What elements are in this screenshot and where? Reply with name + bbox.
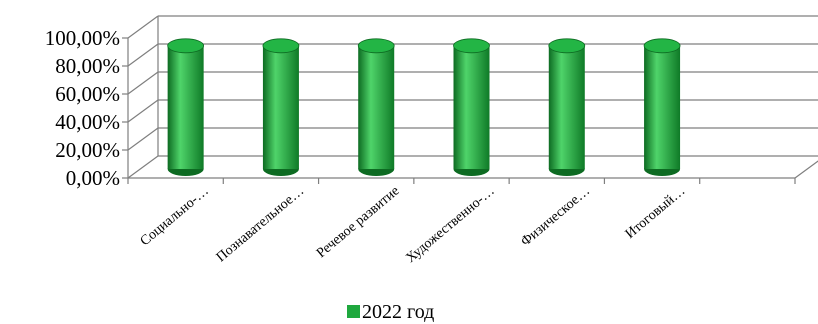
legend-label: 2022 год — [362, 301, 434, 323]
category-label: Художественно-… — [403, 184, 497, 267]
bar — [643, 38, 681, 176]
legend-swatch — [347, 305, 360, 318]
bar-body — [167, 45, 204, 169]
gridline-side-3 — [127, 71, 159, 95]
y-tick-label: 80,00% — [55, 54, 120, 78]
bars — [167, 38, 681, 176]
bar-body — [644, 45, 681, 169]
bar-top — [548, 38, 586, 54]
axes — [127, 38, 818, 184]
category-label: Познавательное… — [214, 184, 307, 266]
bar-top — [643, 38, 681, 54]
y-tick-label: 20,00% — [55, 138, 120, 162]
category-label: Социально-… — [138, 184, 212, 250]
gridline-side-1 — [127, 127, 159, 151]
bar-top — [357, 38, 395, 54]
category-label: Физическое… — [518, 184, 593, 250]
bar — [167, 38, 205, 176]
gridline-side-2 — [127, 99, 159, 123]
y-tick-label: 100,00% — [45, 26, 120, 50]
category-label: Речевое развитие — [314, 184, 402, 262]
bar-body — [262, 45, 299, 169]
bar-body — [358, 45, 395, 169]
bar-body — [453, 45, 490, 169]
y-tick-label: 40,00% — [55, 110, 120, 134]
bar-body — [548, 45, 585, 169]
y-axis-ticks: 0,00% 20,00% 40,00% 60,00% 80,00% 100,00% — [45, 26, 128, 190]
bar-top — [167, 38, 205, 54]
gridline-side-5 — [127, 15, 159, 39]
gridline-side-0 — [127, 155, 159, 179]
bar — [453, 38, 490, 176]
bar-top — [453, 38, 490, 54]
category-label: Итоговый… — [623, 184, 689, 242]
bar — [357, 38, 395, 176]
bar — [262, 38, 300, 176]
y-tick-label: 60,00% — [55, 82, 120, 106]
legend: 2022 год — [347, 301, 434, 323]
bar — [548, 38, 586, 176]
category-labels: Социально-… Познавательное… Речевое развит… — [138, 184, 689, 267]
y-tick-label: 0,00% — [66, 166, 120, 190]
gridline-side-4 — [127, 43, 159, 67]
bar-top — [262, 38, 300, 54]
floor-right-edge — [794, 160, 818, 179]
